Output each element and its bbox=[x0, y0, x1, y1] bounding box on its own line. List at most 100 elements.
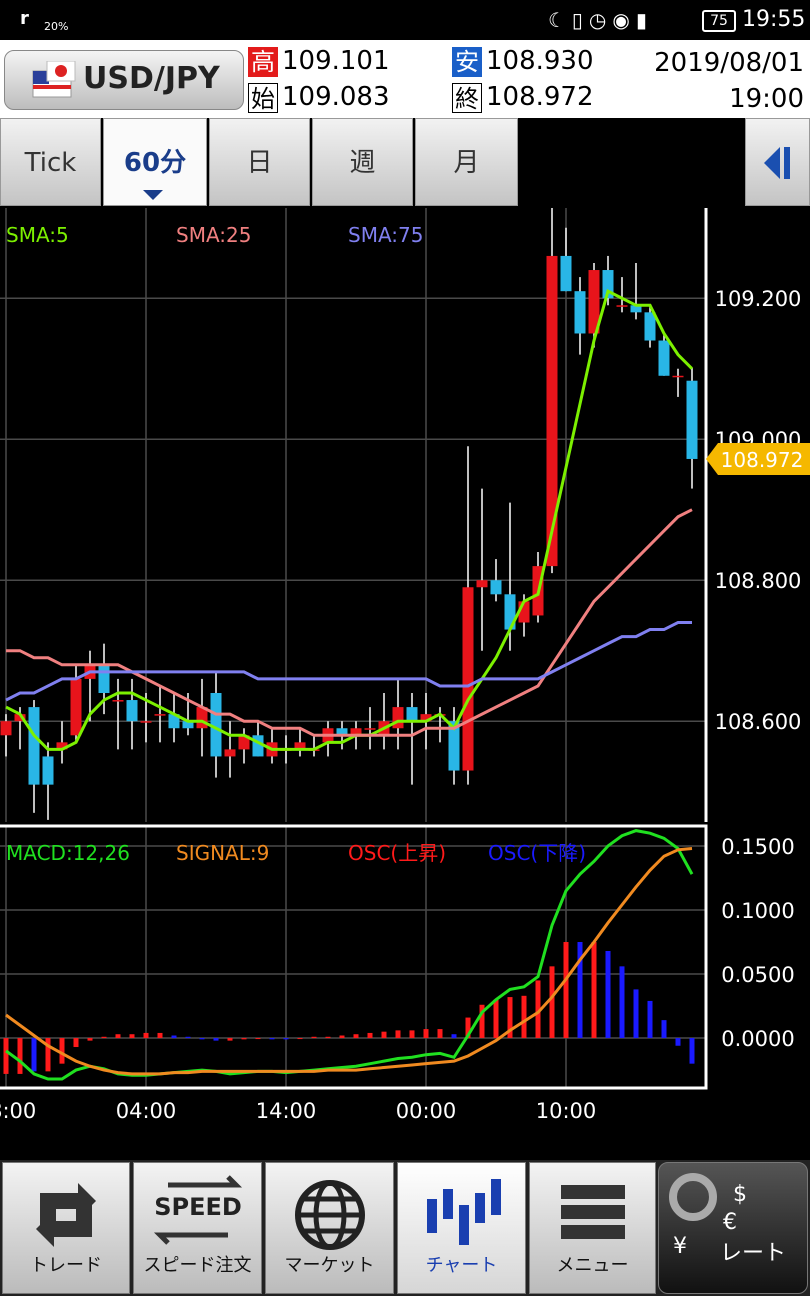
candle-body bbox=[238, 735, 250, 750]
osc-bar bbox=[45, 1038, 51, 1072]
tab[interactable]: 60分 bbox=[103, 118, 207, 206]
clock: 19:55 bbox=[742, 7, 806, 32]
osc-bar bbox=[465, 1017, 471, 1039]
osc-bar bbox=[143, 1032, 149, 1039]
osc-bar bbox=[437, 1029, 443, 1039]
candle-body bbox=[42, 756, 54, 785]
candle-body bbox=[476, 580, 488, 588]
legend-item: OSC(下降) bbox=[488, 841, 586, 865]
osc-bar bbox=[353, 1034, 359, 1039]
x-tick-label: 10:00 bbox=[536, 1099, 597, 1123]
candle-body bbox=[14, 714, 26, 722]
legend-item: OSC(上昇) bbox=[348, 841, 446, 865]
osc-bar bbox=[199, 1038, 205, 1040]
candle-body bbox=[392, 707, 404, 729]
indicator-line bbox=[5, 847, 693, 1076]
nav-button[interactable]: SPEED スピード注文 bbox=[133, 1162, 262, 1294]
osc-bar bbox=[647, 1000, 653, 1039]
candle-body bbox=[336, 728, 348, 736]
nav-label: マーケット bbox=[284, 1255, 375, 1276]
osc-bar bbox=[409, 1030, 415, 1039]
pair-label: USD/JPY bbox=[83, 61, 220, 96]
low-row: 安 108.930 bbox=[452, 46, 594, 77]
legend-item: SMA:5 bbox=[6, 223, 69, 247]
candle-body bbox=[504, 594, 516, 630]
candle-body bbox=[546, 255, 558, 567]
price-panel bbox=[0, 208, 810, 1160]
osc-bar bbox=[115, 1034, 121, 1039]
osc-bar bbox=[255, 1038, 261, 1040]
open-value: 109.083 bbox=[282, 82, 390, 112]
tab[interactable]: 月 bbox=[415, 118, 518, 206]
osc-bar bbox=[241, 1038, 247, 1040]
low-label: 安 bbox=[452, 46, 482, 77]
osc-bar bbox=[535, 980, 541, 1039]
nav-button[interactable]: メニュー bbox=[529, 1162, 656, 1294]
price-tag bbox=[706, 442, 810, 475]
weather: 20% bbox=[44, 20, 69, 33]
osc-bar bbox=[605, 950, 611, 1039]
open-label: 始 bbox=[248, 82, 278, 113]
candle-body bbox=[252, 735, 264, 757]
candle-body bbox=[658, 340, 670, 376]
legend-item: SMA:25 bbox=[176, 223, 251, 247]
tab[interactable]: Tick bbox=[0, 118, 101, 206]
osc-bar bbox=[381, 1031, 387, 1039]
nav-button[interactable]: チャート bbox=[397, 1162, 526, 1294]
indicator-line bbox=[5, 289, 694, 751]
y-tick-label: 0.1000 bbox=[721, 899, 794, 923]
osc-bar bbox=[129, 1034, 135, 1039]
open-row: 始 109.083 bbox=[248, 82, 390, 113]
osc-bar bbox=[423, 1029, 429, 1039]
osc-bar bbox=[31, 1038, 37, 1072]
indicator-line bbox=[5, 621, 692, 702]
osc-bar bbox=[633, 989, 639, 1039]
osc-bar bbox=[283, 1038, 289, 1040]
osc-bar bbox=[311, 1036, 317, 1039]
y-tick-label: 109.200 bbox=[715, 287, 802, 311]
svg-text:¥: ¥ bbox=[673, 1234, 687, 1257]
side-toggle[interactable] bbox=[745, 118, 810, 206]
nav-button[interactable]: トレード bbox=[2, 1162, 130, 1294]
nav-label: レート bbox=[719, 1241, 786, 1266]
candle-body bbox=[448, 721, 460, 771]
candle-body bbox=[350, 728, 362, 736]
pair-button[interactable]: USD/JPY bbox=[4, 50, 244, 110]
period-tabs: Tick 60分 日 週 月 bbox=[0, 118, 810, 208]
tab[interactable]: 日 bbox=[209, 118, 310, 206]
nav-button[interactable]: マーケット bbox=[265, 1162, 394, 1294]
osc-bar bbox=[269, 1038, 275, 1040]
y-tick-label: 108.800 bbox=[715, 569, 802, 593]
candle-body bbox=[56, 742, 68, 750]
legend-item: MACD:12,26 bbox=[6, 841, 130, 865]
y-tick-label: 0.0000 bbox=[721, 1027, 794, 1051]
osc-bar bbox=[479, 1004, 485, 1039]
osc-bar bbox=[325, 1036, 331, 1039]
svg-text:$: $ bbox=[733, 1182, 747, 1207]
candle-body bbox=[602, 270, 614, 299]
candle-body bbox=[294, 742, 306, 750]
tab[interactable]: 週 bbox=[312, 118, 413, 206]
low-value: 108.930 bbox=[486, 46, 594, 76]
indicator-line bbox=[6, 508, 693, 737]
nav-button[interactable]: $ € ¥ レート bbox=[658, 1162, 808, 1294]
osc-bar bbox=[227, 1038, 233, 1041]
status-bar: r 20% ☾▯◷◉▮ 75 19:55 bbox=[0, 0, 810, 40]
osc-bar bbox=[73, 1038, 79, 1048]
osc-bar bbox=[185, 1036, 191, 1039]
x-tick-label: 18:00 bbox=[0, 1099, 36, 1123]
svg-text:SPEED: SPEED bbox=[154, 1193, 242, 1221]
osc-bar bbox=[367, 1032, 373, 1039]
candle-body bbox=[112, 700, 124, 702]
candle-body bbox=[574, 291, 586, 334]
osc-bar bbox=[577, 942, 583, 1039]
y-tick-label: 108.600 bbox=[715, 710, 802, 734]
candle-body bbox=[420, 714, 432, 722]
status-icon: r bbox=[20, 8, 29, 29]
candle-body bbox=[0, 721, 12, 736]
osc-bar bbox=[591, 942, 597, 1039]
flag-icon bbox=[32, 61, 76, 98]
candle-body bbox=[140, 721, 152, 723]
candle-body bbox=[406, 707, 418, 722]
candle-body bbox=[630, 305, 642, 313]
